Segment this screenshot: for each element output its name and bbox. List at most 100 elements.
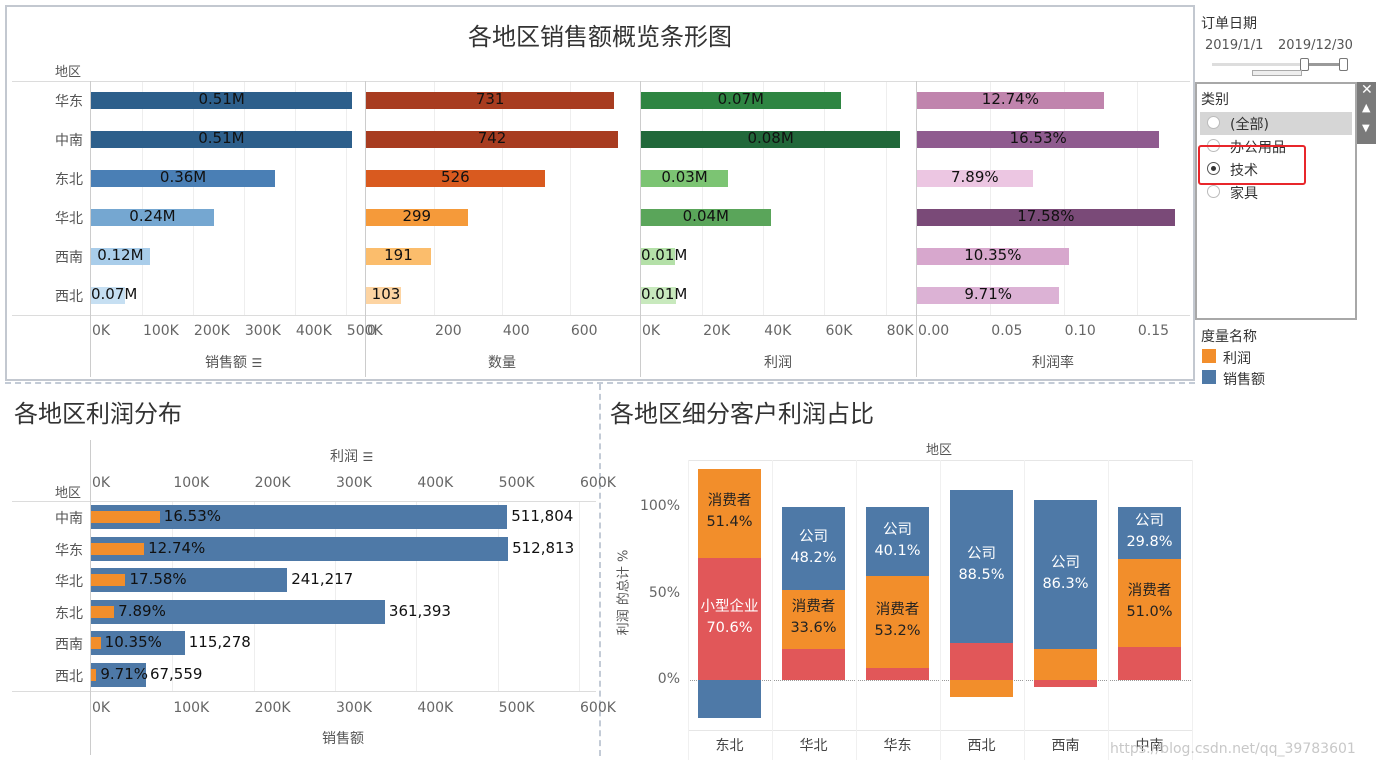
filter-option-all[interactable] xyxy=(1200,112,1352,135)
grid-line xyxy=(1063,82,1065,315)
segment-小型企业-4[interactable] xyxy=(1034,680,1097,687)
bar-数量-0[interactable] xyxy=(366,91,615,109)
filter-option-label-3[interactable]: 家具 xyxy=(1230,186,1258,202)
bar-利润-0[interactable] xyxy=(641,91,841,109)
sales-value-label-5: 67,559 xyxy=(149,665,203,683)
bar-销售额-4[interactable] xyxy=(91,247,150,265)
dropdown-arrow-icon[interactable]: ▼ xyxy=(1362,123,1370,134)
segment-消费者-1[interactable] xyxy=(782,590,845,649)
segment-公司-4[interactable] xyxy=(1034,500,1097,650)
bar-数量-5[interactable] xyxy=(366,286,401,304)
segment-公司-5[interactable] xyxy=(1118,507,1181,559)
date-filter-title: 订单日期 xyxy=(1201,16,1257,32)
axis-tick-利润率-2: 0.10 xyxy=(1064,323,1096,339)
bar-利润-1[interactable] xyxy=(641,130,901,148)
dashboard-divider-vertical xyxy=(599,384,601,756)
segment-消费者-4[interactable] xyxy=(1034,649,1097,680)
segment-公司-3[interactable] xyxy=(950,489,1013,643)
segment-公司-0[interactable] xyxy=(698,680,761,719)
measure-title-sales[interactable]: 销售额 ☰ xyxy=(205,355,263,371)
filter-option-label-0[interactable]: (全部) xyxy=(1230,117,1269,133)
segment-category-4: 西南 xyxy=(1051,738,1080,754)
legend-swatch-profit xyxy=(1202,349,1216,363)
filter-option-label-1[interactable]: 办公用品 xyxy=(1230,140,1286,156)
sales-bar-4[interactable] xyxy=(91,631,185,655)
bar-利润率-2[interactable] xyxy=(917,169,1033,187)
bar-数量-3[interactable] xyxy=(366,208,468,226)
axis-tick-利润率-1: 0.05 xyxy=(991,323,1023,339)
profit-bar-2[interactable] xyxy=(91,574,126,586)
bar-销售额-1[interactable] xyxy=(91,130,352,148)
highlight-annotation-box xyxy=(1198,145,1306,185)
profit-row-label-5: 西北 xyxy=(55,669,83,685)
bar-数量-1[interactable] xyxy=(366,130,619,148)
bar-label-利润率-0: 12.74% xyxy=(981,90,1039,108)
radio-3[interactable] xyxy=(1207,185,1220,198)
axis-tick-利润率-3: 0.15 xyxy=(1137,323,1170,339)
bar-label-销售额-0: 0.51M xyxy=(198,90,245,108)
filter-option-label-2[interactable]: 技术 xyxy=(1230,163,1258,179)
bar-利润-3[interactable] xyxy=(641,208,771,226)
pin-icon[interactable]: ▲ xyxy=(1362,101,1371,114)
segment-label-0-2: 消费者 51.4% xyxy=(706,493,753,531)
bar-利润率-3[interactable] xyxy=(917,208,1175,226)
profit-bar-5[interactable] xyxy=(91,669,97,681)
profit-top-tick-0: 0K xyxy=(92,475,111,491)
grid-line xyxy=(253,502,255,691)
segment-y-tick-0: 0% xyxy=(657,671,680,687)
bar-销售额-2[interactable] xyxy=(91,169,276,187)
bar-label-利润-1: 0.08M xyxy=(747,129,794,147)
bar-label-销售额-2: 0.36M xyxy=(159,168,207,186)
bar-利润-2[interactable] xyxy=(641,169,729,187)
grid-line xyxy=(824,82,826,315)
radio-0[interactable] xyxy=(1207,116,1220,129)
bar-利润率-0[interactable] xyxy=(917,91,1104,109)
segment-小型企业-2[interactable] xyxy=(866,668,929,680)
bar-利润率-1[interactable] xyxy=(917,130,1160,148)
segment-小型企业-3[interactable] xyxy=(950,642,1013,680)
sales-bar-1[interactable] xyxy=(91,537,509,561)
profit-bar-0[interactable] xyxy=(91,511,160,523)
segment-小型企业-5[interactable] xyxy=(1118,646,1181,680)
sort-icon[interactable]: ☰ xyxy=(251,356,263,370)
segment-消费者-0[interactable] xyxy=(698,468,761,558)
bar-销售额-0[interactable] xyxy=(91,91,353,109)
profit-bar-3[interactable] xyxy=(91,606,115,618)
bar-利润率-4[interactable] xyxy=(917,247,1069,265)
segment-消费者-3[interactable] xyxy=(950,680,1013,698)
segment-label-4-2: 公司 86.3% xyxy=(1042,554,1089,592)
date-slider-end-handle[interactable] xyxy=(1339,58,1348,71)
date-range-slider[interactable] xyxy=(1212,57,1348,76)
bar-利润率-5[interactable] xyxy=(917,286,1060,304)
profit-bar-1[interactable] xyxy=(91,543,145,555)
profit-top-axis-title[interactable]: 利润 ☰ xyxy=(330,449,374,465)
segment-消费者-2[interactable] xyxy=(866,576,929,669)
bar-销售额-3[interactable] xyxy=(91,208,214,226)
bar-数量-4[interactable] xyxy=(366,247,431,265)
date-slider-start-handle[interactable] xyxy=(1300,58,1309,71)
axis-tick-数量-0: 0 xyxy=(367,323,376,339)
bar-利润-5[interactable] xyxy=(641,286,677,304)
sales-bar-5[interactable] xyxy=(91,663,146,687)
grid-line xyxy=(294,82,296,315)
bar-销售额-5[interactable] xyxy=(91,286,126,304)
segment-消费者-5[interactable] xyxy=(1118,558,1181,647)
grid-line xyxy=(345,82,347,315)
radio-2[interactable] xyxy=(1207,162,1220,175)
segment-公司-2[interactable] xyxy=(866,507,929,577)
segment-y-tick-1: 50% xyxy=(648,584,680,601)
sort-icon[interactable]: ☰ xyxy=(362,450,374,464)
segment-公司-1[interactable] xyxy=(782,507,845,591)
profit-bottom-tick-2: 200K xyxy=(254,700,291,716)
sales-bar-3[interactable] xyxy=(91,600,385,624)
bar-数量-2[interactable] xyxy=(366,169,545,187)
close-icon[interactable]: ✕ xyxy=(1361,82,1373,98)
segment-小型企业-1[interactable] xyxy=(782,648,845,680)
bar-label-数量-2: 526 xyxy=(441,168,470,186)
grid-line xyxy=(192,82,194,315)
profit-bar-4[interactable] xyxy=(91,637,101,649)
bar-利润-4[interactable] xyxy=(641,247,675,265)
segment-小型企业-0[interactable] xyxy=(698,557,761,680)
axis-tick-数量-2: 400 xyxy=(502,323,530,339)
sales-bar-0[interactable] xyxy=(91,505,508,529)
